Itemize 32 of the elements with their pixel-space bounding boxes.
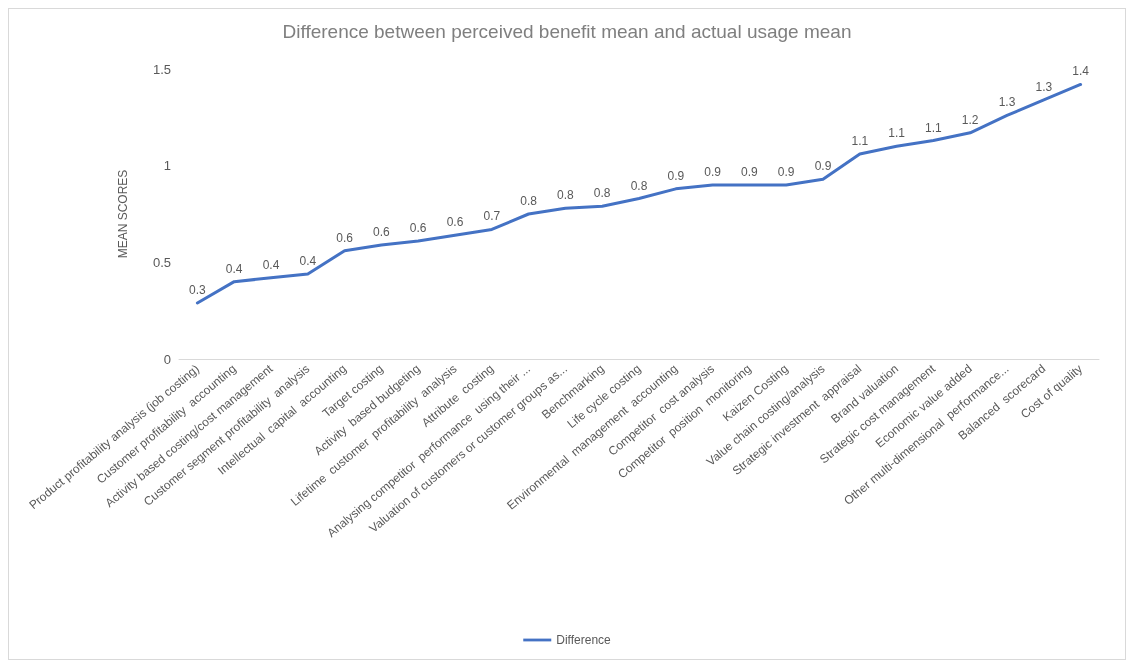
- data-label: 0.7: [483, 209, 501, 224]
- data-label: 0.6: [373, 224, 391, 239]
- data-label: 0.9: [741, 165, 759, 179]
- data-label: 1.3: [1035, 79, 1053, 94]
- data-label: 0.9: [777, 165, 795, 179]
- data-label: 0.3: [189, 282, 207, 297]
- data-label: 0.4: [225, 261, 243, 276]
- data-label: 0.4: [262, 257, 280, 272]
- y-axis-title: MEAN SCORES: [116, 169, 130, 259]
- data-label: 0.8: [520, 194, 538, 208]
- y-tick-label: 1: [163, 158, 171, 174]
- data-label: 1.1: [925, 120, 943, 135]
- y-tick-label: 0.5: [152, 254, 171, 270]
- y-tick-label: 0: [163, 351, 171, 367]
- data-label: 0.4: [299, 253, 317, 268]
- legend-label: Difference: [556, 633, 612, 647]
- y-tick-label: 1.5: [152, 61, 171, 77]
- data-label: 0.8: [630, 178, 648, 193]
- data-label: 0.8: [557, 188, 575, 203]
- data-label: 0.6: [409, 221, 427, 236]
- data-label: 1.2: [961, 112, 979, 127]
- data-label: 0.6: [446, 215, 464, 230]
- data-label: 0.9: [814, 159, 832, 174]
- chart-title: Difference between perceived benefit mean and actual usage mean: [282, 21, 852, 42]
- data-label: 1.1: [851, 134, 869, 149]
- data-label: 1.4: [1072, 64, 1090, 79]
- data-label: 1.3: [998, 95, 1016, 110]
- data-label: 0.9: [704, 165, 722, 179]
- data-label: 0.9: [667, 168, 685, 183]
- data-label: 0.8: [593, 186, 611, 201]
- data-label: 1.1: [888, 126, 906, 141]
- data-label: 0.6: [336, 230, 354, 245]
